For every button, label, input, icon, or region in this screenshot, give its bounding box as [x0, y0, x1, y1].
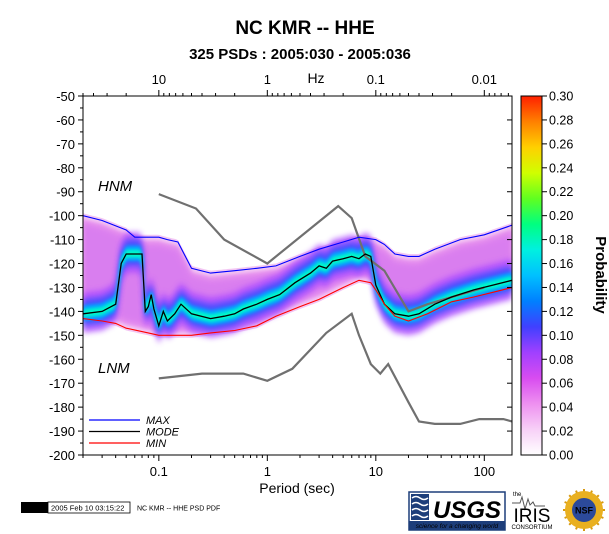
- y-axis: -50 -60 -70 -80 -90 -100 -110 -120 -130 -140 -150 -…: [49, 89, 512, 463]
- annotation-lnm: LNM: [98, 360, 130, 377]
- x-tick-label: 100: [473, 464, 495, 479]
- colorbar-tick-label: 0.00: [549, 449, 573, 463]
- svg-text:CONSORTIUM: CONSORTIUM: [512, 525, 553, 531]
- svg-text:IRIS: IRIS: [514, 506, 551, 527]
- chart-subtitle: 325 PSDs : 2005:030 - 2005:036: [189, 46, 411, 63]
- colorbar-label: Probability: [592, 236, 609, 314]
- legend-label-min: MIN: [146, 438, 166, 450]
- y-tick-label: -160: [49, 352, 75, 367]
- annotation-hnm: HNM: [98, 178, 133, 195]
- curve-max: [83, 215, 512, 274]
- top-axis: 10 1 0.1 0.01: [82, 72, 509, 96]
- colorbar-tick-label: 0.28: [549, 113, 573, 127]
- density-peak: [83, 249, 512, 328]
- top-axis-label: Hz: [307, 70, 324, 86]
- y-tick-label: -200: [49, 448, 75, 463]
- nsf-logo: NSF: [563, 489, 605, 531]
- colorbar-tick-label: 0.26: [549, 137, 573, 151]
- curve-min: [83, 279, 512, 336]
- y-tick-label: -170: [49, 376, 75, 391]
- colorbar-tick-label: 0.06: [549, 377, 573, 391]
- svg-text:USGS: USGS: [433, 497, 501, 524]
- footer-caption: NC KMR -- HHE PSD PDF: [137, 506, 220, 513]
- svg-text:the: the: [513, 492, 522, 498]
- colorbar-ticks: 0.00 0.02 0.04 0.06 0.08 0.10 0.12 0.14 0.16 0.18…: [542, 90, 573, 463]
- colorbar-tick-label: 0.04: [549, 401, 573, 415]
- curve-mode: [83, 253, 512, 329]
- y-tick-label: -70: [56, 137, 75, 152]
- top-tick-label: 1: [264, 72, 271, 87]
- y-tick-label: -130: [49, 280, 75, 295]
- x-tick-label: 10: [369, 464, 383, 479]
- reference-noise-models: [158, 193, 512, 425]
- colorbar-tick-label: 0.22: [549, 185, 573, 199]
- colorbar: [520, 95, 543, 456]
- svg-text:science for a changing world: science for a changing world: [416, 523, 499, 530]
- colorbar-tick-label: 0.30: [549, 90, 573, 104]
- top-tick-label: 0.01: [472, 72, 497, 87]
- colorbar-tick-label: 0.20: [549, 209, 573, 223]
- timestamp-box: [47, 501, 131, 514]
- x-tick-label: 0.1: [150, 464, 168, 479]
- chart-title: NC KMR -- HHE: [235, 18, 374, 39]
- y-tick-label: -90: [56, 185, 75, 200]
- colorbar-tick-label: 0.12: [549, 305, 573, 319]
- y-tick-label: -140: [49, 304, 75, 319]
- gmt-label: GMT: [25, 503, 45, 513]
- colorbar-tick-label: 0.14: [549, 281, 573, 295]
- colorbar-tick-label: 0.02: [549, 425, 573, 439]
- colorbar-tick-label: 0.24: [549, 161, 573, 175]
- top-tick-label: 0.1: [367, 72, 385, 87]
- top-tick-label: 10: [152, 72, 166, 87]
- iris-logo: the IRIS CONSORTIUM: [512, 492, 553, 531]
- statistics-curves: [83, 215, 512, 336]
- y-tick-label: -110: [50, 233, 75, 248]
- y-tick-label: -120: [49, 257, 75, 272]
- colorbar-tick-label: 0.16: [549, 257, 573, 271]
- usgs-logo: USGS science for a changing world: [408, 491, 506, 531]
- y-tick-label: -80: [56, 161, 75, 176]
- svg-text:NSF: NSF: [575, 506, 594, 516]
- y-tick-label: -180: [49, 400, 75, 415]
- legend-label-mode: MODE: [146, 427, 180, 439]
- y-tick-label: -190: [49, 424, 75, 439]
- x-tick-label: 1: [264, 464, 271, 479]
- x-axis: 0.1 1 10 100: [82, 455, 495, 479]
- footer-timestamp: 2005 Feb 10 03:15:22: [51, 504, 124, 513]
- colorbar-tick-label: 0.10: [549, 329, 573, 343]
- legend-label-max: MAX: [146, 415, 171, 427]
- heatmap-density: [83, 213, 512, 344]
- y-tick-label: -150: [49, 328, 75, 343]
- y-tick-label: -60: [56, 113, 75, 128]
- curve-lnm: [158, 312, 512, 425]
- colorbar-tick-label: 0.08: [549, 353, 573, 367]
- y-tick-label: -100: [49, 209, 75, 224]
- x-axis-label: Period (sec): [259, 480, 334, 496]
- y-tick-label: -50: [56, 89, 75, 104]
- gmt-badge: [21, 502, 48, 513]
- curve-hnm: [158, 193, 485, 313]
- colorbar-tick-label: 0.18: [549, 233, 573, 247]
